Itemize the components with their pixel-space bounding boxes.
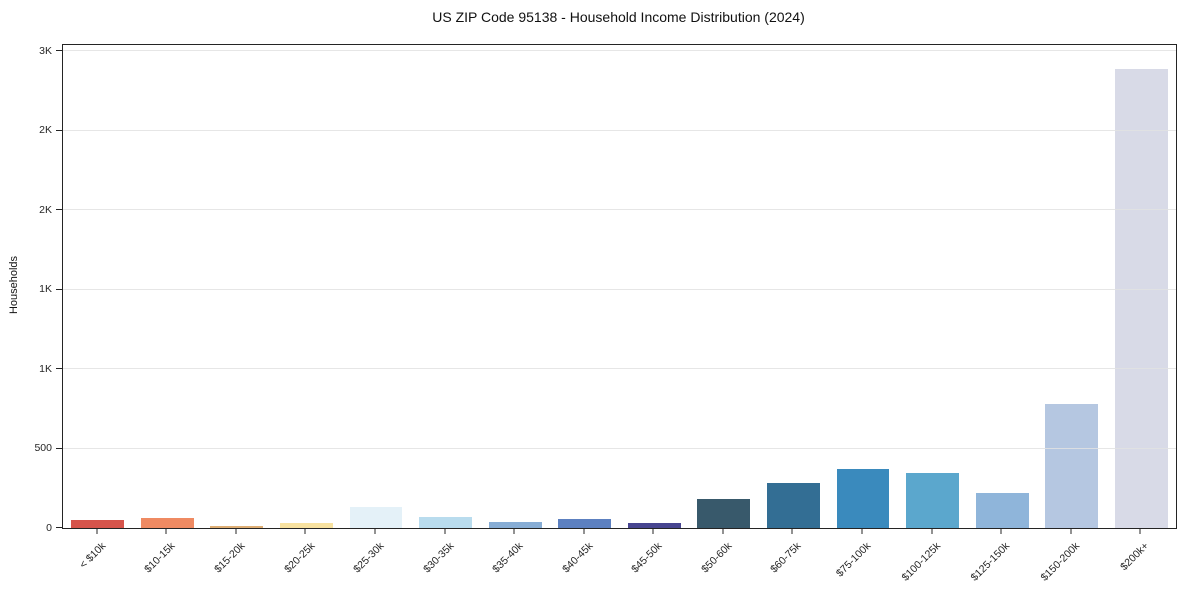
x-tick-label: $10-15k	[142, 540, 178, 576]
x-tick-label: $45-50k	[629, 540, 665, 576]
x-tick-mark	[304, 528, 306, 534]
bar-$40-45k	[558, 518, 612, 528]
y-tick-label: 3K	[39, 44, 52, 57]
x-tick-label: $125-150k	[969, 540, 1013, 584]
x-tick-mark	[861, 528, 863, 534]
x-tick-mark	[374, 528, 376, 534]
x-tick-mark	[1070, 528, 1072, 534]
bar-$10-15k	[140, 518, 194, 528]
y-tick-label: 2K	[39, 124, 52, 137]
x-tick-label: $40-45k	[559, 540, 596, 576]
bar-slot	[967, 45, 1037, 528]
x-tick-label: $30-35k	[420, 540, 457, 576]
x-tick-label: < $10k	[77, 540, 109, 571]
x-tick-mark	[165, 528, 167, 534]
x-tick-mark	[583, 528, 585, 534]
bar-$45-50k	[627, 523, 681, 528]
bar-$200k+	[1114, 69, 1168, 528]
plot-area	[62, 44, 1177, 529]
bar-$35-40k	[488, 521, 542, 528]
x-tick-label: $150-200k	[1038, 540, 1083, 584]
y-tick-mark	[56, 129, 62, 131]
x-tick-mark	[652, 528, 654, 534]
bar-$125-150k	[975, 493, 1029, 528]
x-tick-mark	[513, 528, 515, 534]
y-tick-mark	[56, 527, 62, 528]
bar-slot	[1106, 45, 1176, 528]
bar-slot	[898, 45, 968, 528]
chart-title: US ZIP Code 95138 - Household Income Dis…	[432, 9, 805, 25]
y-tick-label: 2K	[39, 203, 52, 216]
bar-$50-60k	[697, 499, 751, 528]
bars-layer	[63, 45, 1176, 528]
bar-slot	[759, 45, 829, 528]
y-tick-mark	[56, 368, 62, 370]
x-tick-mark	[791, 528, 793, 534]
bar-slot	[550, 45, 620, 528]
bar-$15-20k	[210, 525, 264, 528]
bar-slot	[272, 45, 342, 528]
y-tick-mark	[56, 209, 62, 211]
x-tick-label: $15-20k	[212, 540, 248, 576]
bar-$30-35k	[419, 516, 473, 528]
y-tick-label: 1K	[39, 283, 52, 296]
x-tick-mark	[1000, 528, 1002, 534]
x-tick-label: $20-25k	[281, 540, 317, 576]
x-tick-mark	[722, 528, 724, 534]
x-tick-mark	[444, 528, 446, 534]
x-tick-label: $50-60k	[699, 540, 735, 576]
x-tick-mark	[235, 528, 237, 534]
bar-$25-30k	[349, 507, 403, 528]
bar-$100-125k	[906, 473, 959, 528]
bar-slot	[828, 45, 898, 528]
bar-slot	[620, 45, 690, 528]
y-tick-mark	[56, 288, 62, 290]
bar-$150-200k	[1045, 404, 1099, 528]
bar-$60-75k	[766, 483, 820, 528]
x-tick-label: $60-75k	[768, 540, 804, 576]
x-tick-label: $75-100k	[833, 540, 874, 580]
bar-$20-25k	[280, 523, 333, 528]
y-tick-mark	[56, 50, 62, 52]
bar-$75-100k	[836, 469, 890, 528]
x-tick-label: $200k+	[1118, 540, 1152, 574]
y-tick-mark	[56, 447, 62, 449]
x-tick-label: $25-30k	[351, 540, 387, 576]
bar-slot	[411, 45, 481, 528]
x-tick-mark	[1139, 528, 1141, 534]
x-tick-label: $100-125k	[899, 540, 944, 584]
x-tick-label: $35-40k	[490, 540, 526, 576]
bar-slot	[1037, 45, 1107, 528]
bar-slot	[133, 45, 203, 528]
x-tick-mark	[96, 528, 98, 534]
y-tick-label: 0	[46, 521, 52, 534]
bar-slot	[63, 45, 133, 528]
bar-slot	[202, 45, 272, 528]
bar-slot	[341, 45, 411, 528]
bar-slot	[689, 45, 759, 528]
y-tick-label: 500	[34, 442, 52, 455]
y-tick-label: 1K	[39, 362, 52, 375]
x-tick-mark	[931, 528, 933, 534]
bar-slot	[480, 45, 550, 528]
bar-< $10k	[71, 520, 125, 528]
